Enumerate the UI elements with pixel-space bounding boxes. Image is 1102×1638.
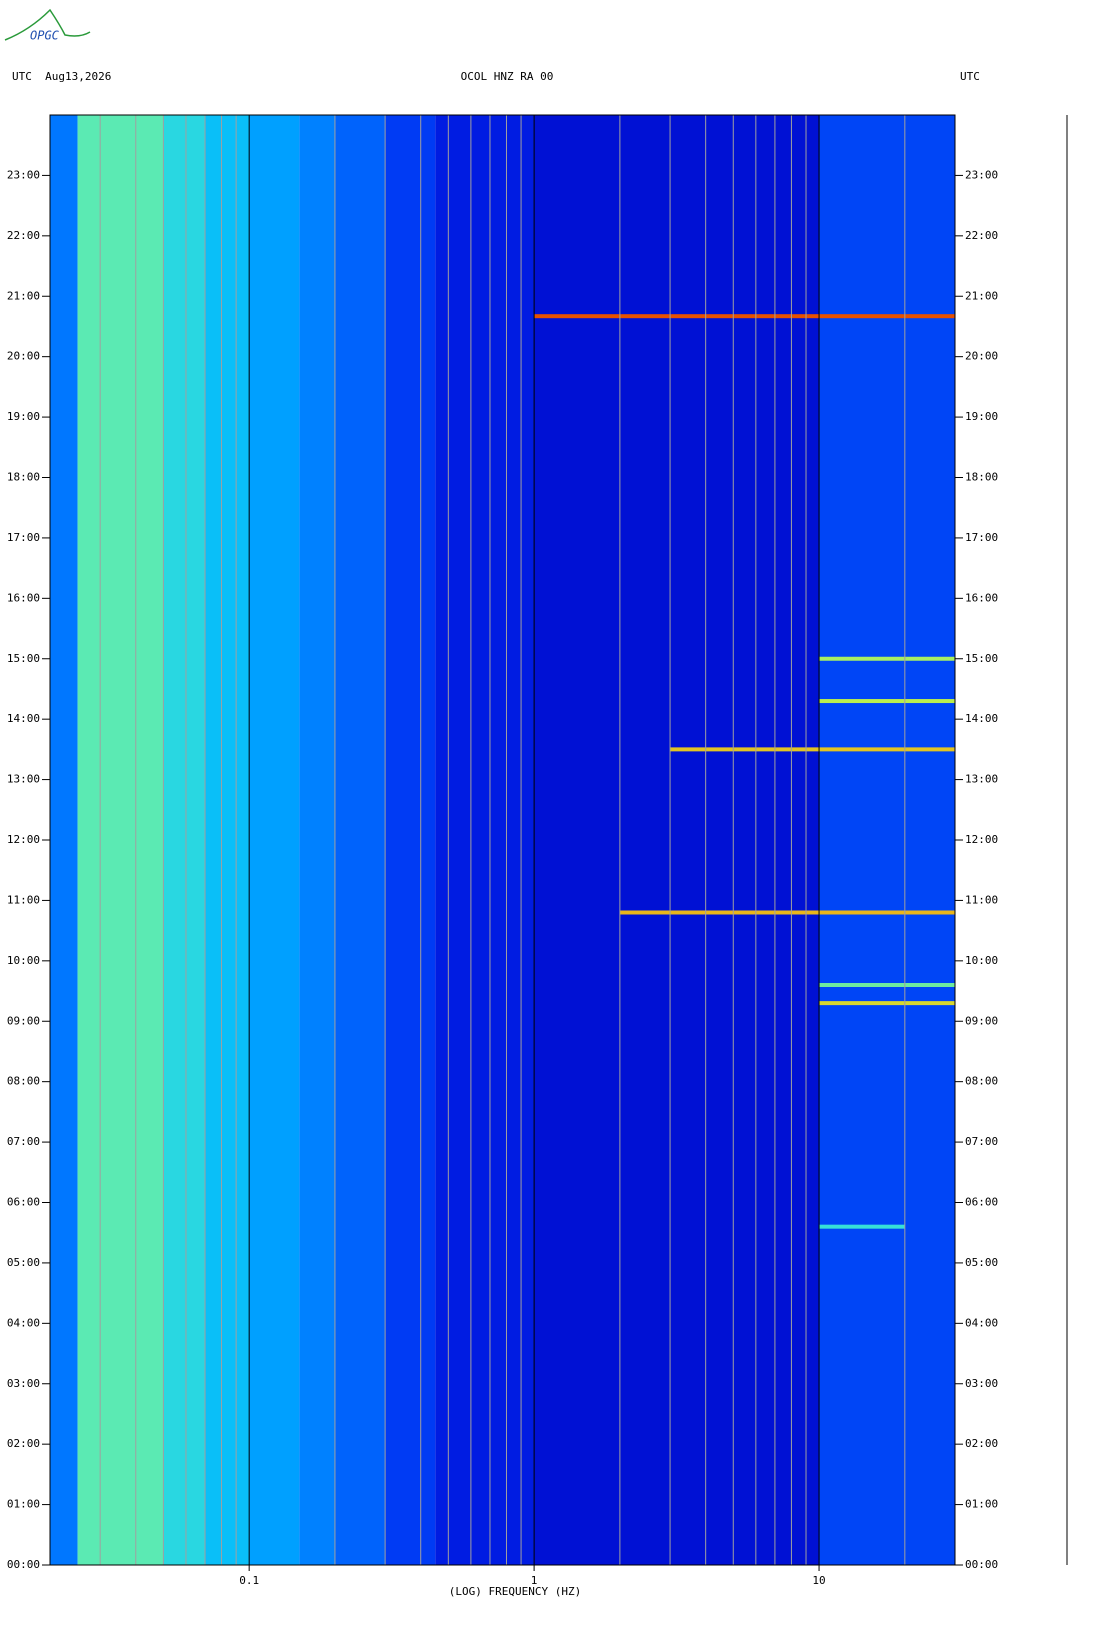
y-tick-label-right: 10:00 <box>965 954 998 967</box>
y-tick-label-right: 18:00 <box>965 471 998 484</box>
y-tick-label: 08:00 <box>7 1075 40 1088</box>
y-tick-label: 22:00 <box>7 229 40 242</box>
event-band <box>819 699 955 704</box>
x-tick-label: 1 <box>531 1574 538 1587</box>
y-tick-label: 14:00 <box>7 712 40 725</box>
event-band <box>819 656 955 661</box>
y-tick-label: 23:00 <box>7 168 40 181</box>
y-tick-label-right: 22:00 <box>965 229 998 242</box>
event-band <box>534 314 955 319</box>
y-tick-label: 20:00 <box>7 350 40 363</box>
y-tick-label: 21:00 <box>7 289 40 302</box>
event-band <box>819 983 955 987</box>
y-tick-label-right: 14:00 <box>965 712 998 725</box>
event-band <box>619 910 955 915</box>
chart-title: OCOL HNZ RA 00 <box>461 70 554 83</box>
y-tick-label-right: 00:00 <box>965 1558 998 1571</box>
y-tick-label: 13:00 <box>7 773 40 786</box>
y-tick-label: 03:00 <box>7 1377 40 1390</box>
y-tick-label-right: 05:00 <box>965 1256 998 1269</box>
y-tick-label: 11:00 <box>7 893 40 906</box>
x-axis-label: (LOG) FREQUENCY (HZ) <box>449 1585 581 1598</box>
spectrum-band <box>205 115 250 1565</box>
spectrum-band <box>77 115 164 1565</box>
spectrum-band <box>819 115 955 1565</box>
y-tick-label: 04:00 <box>7 1316 40 1329</box>
y-tick-label: 06:00 <box>7 1196 40 1209</box>
y-tick-label: 15:00 <box>7 652 40 665</box>
y-tick-label-right: 03:00 <box>965 1377 998 1390</box>
y-tick-label: 05:00 <box>7 1256 40 1269</box>
y-tick-label-right: 20:00 <box>965 350 998 363</box>
y-tick-label: 00:00 <box>7 1558 40 1571</box>
logo-mark <box>4 8 91 41</box>
y-tick-label-right: 06:00 <box>965 1196 998 1209</box>
spectrum-band <box>249 115 300 1565</box>
y-tick-label: 02:00 <box>7 1437 40 1450</box>
event-band <box>670 747 955 752</box>
logo: OPGC <box>30 29 60 43</box>
spectrum-band <box>435 115 535 1565</box>
left-label: UTC Aug13,2026 <box>12 70 111 83</box>
y-tick-label-right: 13:00 <box>965 773 998 786</box>
spectrum-band <box>534 115 820 1565</box>
y-tick-label-right: 07:00 <box>965 1135 998 1148</box>
event-band <box>819 1001 955 1006</box>
plot-frame <box>49 114 956 1566</box>
y-tick-label: 17:00 <box>7 531 40 544</box>
y-tick-label-right: 11:00 <box>965 893 998 906</box>
spectrum-band <box>50 115 78 1565</box>
y-tick-label-right: 19:00 <box>965 410 998 423</box>
x-tick-label: 0.1 <box>239 1574 259 1587</box>
y-tick-label: 07:00 <box>7 1135 40 1148</box>
y-tick-label-right: 17:00 <box>965 531 998 544</box>
y-tick-label-right: 21:00 <box>965 289 998 302</box>
event-band <box>819 1224 905 1229</box>
spectrum-band <box>299 115 335 1565</box>
y-tick-label: 19:00 <box>7 410 40 423</box>
y-tick-label: 18:00 <box>7 471 40 484</box>
y-tick-label-right: 15:00 <box>965 652 998 665</box>
spectrum-band <box>163 115 206 1565</box>
y-tick-label: 16:00 <box>7 591 40 604</box>
y-tick-label-right: 23:00 <box>965 168 998 181</box>
y-tick-label-right: 02:00 <box>965 1437 998 1450</box>
right-label: UTC <box>960 70 980 83</box>
y-tick-label-right: 16:00 <box>965 591 998 604</box>
y-tick-label: 09:00 <box>7 1014 40 1027</box>
y-tick-label-right: 04:00 <box>965 1316 998 1329</box>
x-tick-label: 10 <box>812 1574 825 1587</box>
y-tick-label: 10:00 <box>7 954 40 967</box>
y-tick-label-right: 09:00 <box>965 1014 998 1027</box>
y-tick-label-right: 01:00 <box>965 1498 998 1511</box>
spectrum-band <box>334 115 386 1565</box>
y-tick-label-right: 08:00 <box>965 1075 998 1088</box>
y-tick-label: 01:00 <box>7 1498 40 1511</box>
spectrum-band <box>385 115 436 1565</box>
y-tick-label-right: 12:00 <box>965 833 998 846</box>
y-tick-label: 12:00 <box>7 833 40 846</box>
